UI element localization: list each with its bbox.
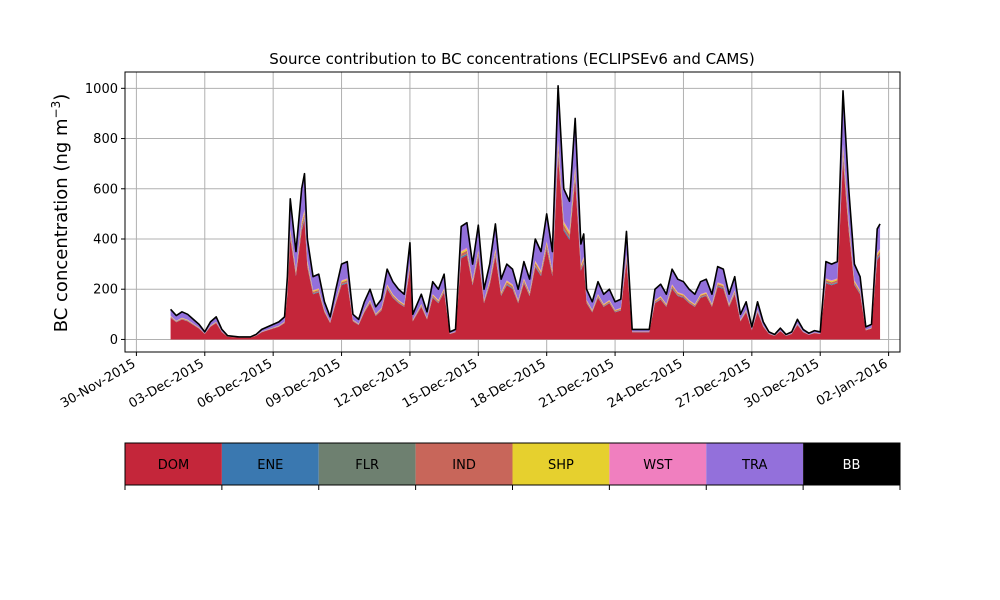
plot-frame: [124, 71, 901, 353]
x-tick-label: 24-Dec-2015: [605, 356, 685, 411]
legend-label-ind: IND: [452, 458, 476, 473]
y-tick-label: 600: [93, 182, 118, 197]
legend-swatch-tra: [706, 443, 804, 485]
x-tick-label: 18-Dec-2015: [468, 356, 548, 411]
y-tick-label: 800: [93, 132, 118, 147]
total-line-bb: [169, 85, 881, 338]
legend-label-ene: ENE: [257, 458, 283, 473]
y-axis-label: BC concentration (ng m−3): [49, 94, 72, 333]
legend-swatch-shp: [512, 443, 610, 485]
legend-frame: [124, 442, 901, 486]
y-axis-label-text: BC concentration (ng m: [51, 118, 72, 332]
y-axis-label-exponent: −3: [49, 101, 63, 119]
y-tick-label: 400: [93, 232, 118, 247]
legend-swatch-ind: [415, 443, 513, 485]
x-tick-label: 21-Dec-2015: [537, 356, 617, 411]
legend-swatch-bb: [803, 443, 900, 485]
stacked-areas: [169, 85, 881, 340]
legend-label-tra: TRA: [741, 458, 767, 473]
x-tick-label: 09-Dec-2015: [263, 356, 343, 411]
legend-swatch-flr: [318, 443, 416, 485]
legend-swatch-dom: [125, 443, 222, 485]
x-tick-label: 12-Dec-2015: [332, 356, 412, 411]
legend-label-shp: SHP: [548, 458, 574, 473]
x-tick-label: 15-Dec-2015: [400, 356, 480, 411]
x-tick-label: 02-Jan-2016: [814, 356, 891, 409]
y-tick-label: 1000: [85, 82, 118, 97]
y-tick-label: 0: [110, 333, 118, 348]
legend-label-dom: DOM: [158, 458, 189, 473]
area-dom: [170, 156, 881, 340]
y-axis-label-close: ): [51, 94, 72, 101]
x-tick-label: 30-Dec-2015: [742, 356, 822, 411]
legend-colorbar: DOM ENE FLR IND SHP WST TRA BB: [124, 442, 901, 490]
legend-label-bb: BB: [843, 458, 861, 473]
legend-swatch-wst: [609, 443, 707, 485]
chart-title: Source contribution to BC concentrations…: [269, 50, 754, 68]
legend-label-flr: FLR: [355, 458, 379, 473]
x-tick-label: 06-Dec-2015: [195, 356, 275, 411]
legend-label-wst: WST: [643, 458, 672, 473]
x-tick-label: 03-Dec-2015: [126, 356, 206, 411]
x-tick-label: 30-Nov-2015: [58, 356, 138, 411]
x-tick-label: 27-Dec-2015: [673, 356, 753, 411]
y-tick-label: 200: [93, 283, 118, 298]
legend-swatch-ene: [221, 443, 319, 485]
